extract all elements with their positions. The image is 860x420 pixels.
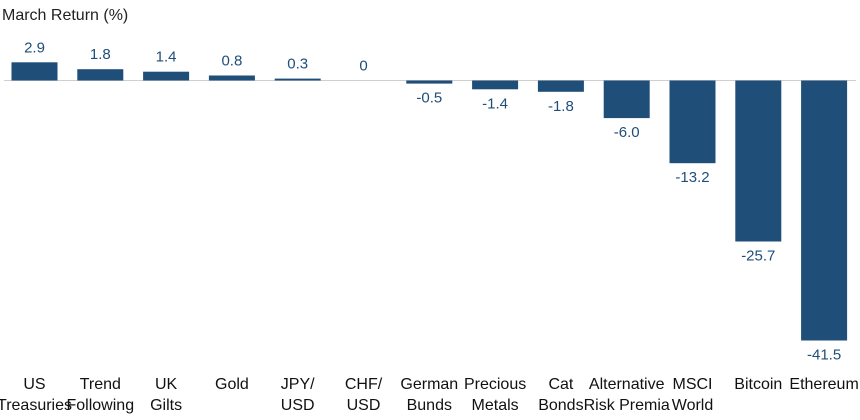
bar	[11, 62, 58, 81]
data-label: -1.8	[548, 98, 574, 115]
data-label: -25.7	[741, 248, 775, 265]
category-tick-label: Cat	[548, 376, 573, 393]
category-tick-label: USD	[281, 397, 315, 414]
category-tick-label: USD	[347, 397, 381, 414]
data-label: -1.4	[482, 95, 508, 112]
data-label: 0	[359, 58, 367, 75]
data-label: 1.8	[90, 46, 111, 63]
category-tick-label: JPY/	[281, 376, 315, 393]
bar	[274, 78, 321, 81]
bar	[143, 71, 190, 81]
category-tick-label: UK	[155, 376, 178, 393]
category-tick-label: Ethereum	[789, 376, 858, 393]
bar	[537, 80, 584, 92]
category-tick-label: US	[23, 376, 45, 393]
category-tick-label: Following	[67, 397, 135, 414]
category-tick-label: Risk Premia	[584, 397, 670, 414]
bar	[801, 80, 848, 341]
category-tick-label: Bonds	[538, 397, 583, 414]
bar	[208, 75, 255, 81]
category-tick-label: Metals	[472, 397, 519, 414]
category-tick-label: Gold	[215, 376, 249, 393]
category-tick-label: Trend	[80, 376, 121, 393]
data-label: 0.3	[287, 56, 308, 73]
category-tick-label: CHF/	[345, 376, 383, 393]
data-label: 2.9	[24, 39, 45, 56]
bar	[472, 80, 519, 90]
y-axis-title: March Return (%)	[2, 7, 128, 24]
data-label: -41.5	[807, 347, 841, 364]
category-tick-label: German	[400, 376, 458, 393]
bar	[735, 80, 782, 242]
data-label: -6.0	[614, 124, 640, 141]
bar	[406, 80, 453, 84]
category-tick-label: World	[672, 397, 714, 414]
category-tick-label: MSCI	[673, 376, 713, 393]
data-label: -13.2	[675, 169, 709, 186]
category-tick-label: Bunds	[407, 397, 452, 414]
data-label: -0.5	[416, 90, 442, 107]
data-label: 1.4	[156, 49, 177, 66]
category-tick-label: Treasuries	[0, 397, 72, 414]
bar	[669, 80, 716, 164]
bar	[77, 69, 124, 81]
data-label: 0.8	[221, 53, 242, 70]
category-tick-label: Bitcoin	[734, 376, 782, 393]
category-tick-label: Alternative	[589, 376, 665, 393]
category-tick-label: Gilts	[150, 397, 182, 414]
bar	[603, 80, 650, 119]
category-tick-label: Precious	[464, 376, 526, 393]
